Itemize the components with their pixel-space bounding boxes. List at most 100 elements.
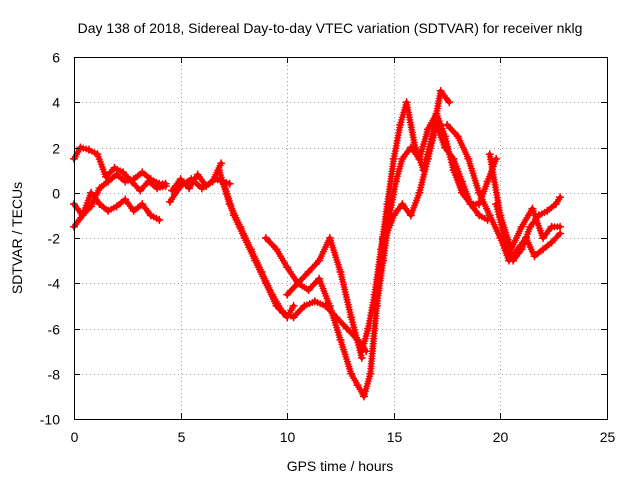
- data-point: [283, 290, 292, 299]
- data-point: [95, 184, 104, 193]
- data-point: [364, 324, 373, 333]
- data-point: [440, 143, 449, 152]
- data-point: [208, 177, 217, 186]
- series-track-7: [214, 166, 371, 356]
- data-point: [398, 200, 407, 209]
- data-point: [315, 256, 324, 265]
- data-point: [129, 206, 138, 215]
- data-point: [543, 206, 552, 215]
- x-tick-label: 0: [71, 429, 79, 445]
- data-point: [500, 234, 509, 242]
- data-point: [556, 222, 565, 231]
- data-point: [78, 211, 87, 220]
- series-track-5: [165, 159, 226, 206]
- data-point: [453, 132, 462, 141]
- data-point: [551, 200, 560, 209]
- data-point: [366, 369, 375, 378]
- data-point: [528, 204, 537, 213]
- x-tick-label: 15: [387, 429, 403, 445]
- data-point: [432, 109, 441, 118]
- data-point: [112, 202, 121, 211]
- data-point: [165, 197, 174, 206]
- data-point: [110, 163, 119, 172]
- data-point: [146, 211, 155, 220]
- x-tick-label: 5: [178, 429, 186, 445]
- data-point: [517, 245, 526, 254]
- data-point: [359, 392, 368, 401]
- y-axis-label: SDTVAR / TECUs: [9, 182, 25, 294]
- data-point: [300, 301, 309, 310]
- data-point: [315, 274, 324, 283]
- data-point: [336, 267, 345, 276]
- data-point: [391, 177, 400, 186]
- data-point: [138, 168, 147, 177]
- data-point: [443, 120, 452, 129]
- data-point: [398, 154, 407, 163]
- data-point: [310, 297, 319, 306]
- data-point: [449, 154, 458, 163]
- series-track-8: [261, 234, 388, 401]
- series-track-9: [283, 234, 366, 362]
- y-tick-label: 4: [52, 95, 60, 111]
- series-track-3: [70, 188, 164, 231]
- data-point: [402, 98, 411, 107]
- data-point: [372, 301, 381, 310]
- data-point: [485, 150, 494, 159]
- data-point: [289, 301, 298, 310]
- data-point: [119, 168, 128, 177]
- series-plus-markers: [215, 166, 368, 353]
- data-point: [197, 184, 206, 193]
- data-point: [547, 222, 556, 231]
- data-point: [217, 159, 226, 168]
- data-point: [84, 145, 93, 154]
- data-point: [101, 172, 110, 181]
- data-point: [347, 369, 356, 378]
- data-point: [87, 188, 96, 197]
- x-tick-label: 25: [600, 429, 616, 445]
- data-point: [475, 188, 484, 197]
- chart-title: Day 138 of 2018, Sidereal Day-to-day VTE…: [78, 20, 583, 36]
- data-point: [534, 211, 543, 220]
- data-point: [547, 238, 556, 247]
- data-point: [406, 143, 415, 152]
- data-point: [526, 222, 535, 231]
- data-point: [415, 188, 424, 197]
- data-point: [539, 234, 548, 242]
- data-point: [155, 215, 164, 224]
- data-point: [517, 222, 526, 231]
- data-point: [104, 206, 113, 215]
- data-point: [336, 335, 345, 344]
- data-point: [289, 313, 298, 322]
- x-axis-label: GPS time / hours: [287, 458, 394, 474]
- data-point: [225, 200, 234, 209]
- data-point: [436, 86, 445, 95]
- data-point: [325, 301, 334, 310]
- data-point: [483, 177, 492, 186]
- data-point: [556, 193, 565, 202]
- data-point: [389, 154, 398, 163]
- data-point: [304, 267, 313, 276]
- data-point: [509, 256, 518, 265]
- series-layer: [70, 86, 565, 401]
- data-point: [492, 200, 501, 209]
- data-point: [396, 120, 405, 129]
- data-point: [466, 200, 475, 209]
- y-tick-label: -8: [48, 367, 61, 383]
- data-point: [193, 170, 202, 179]
- y-tick-label: -4: [48, 276, 61, 292]
- data-point: [342, 324, 351, 333]
- data-point: [445, 98, 454, 107]
- data-point: [379, 256, 388, 265]
- data-point: [293, 279, 302, 288]
- data-point: [136, 186, 145, 195]
- data-point: [423, 125, 432, 134]
- data-point: [246, 245, 255, 254]
- data-point: [485, 211, 494, 220]
- data-point: [257, 267, 266, 276]
- data-point: [153, 184, 162, 193]
- data-point: [176, 181, 185, 190]
- data-point: [353, 381, 362, 390]
- data-point: [176, 175, 185, 184]
